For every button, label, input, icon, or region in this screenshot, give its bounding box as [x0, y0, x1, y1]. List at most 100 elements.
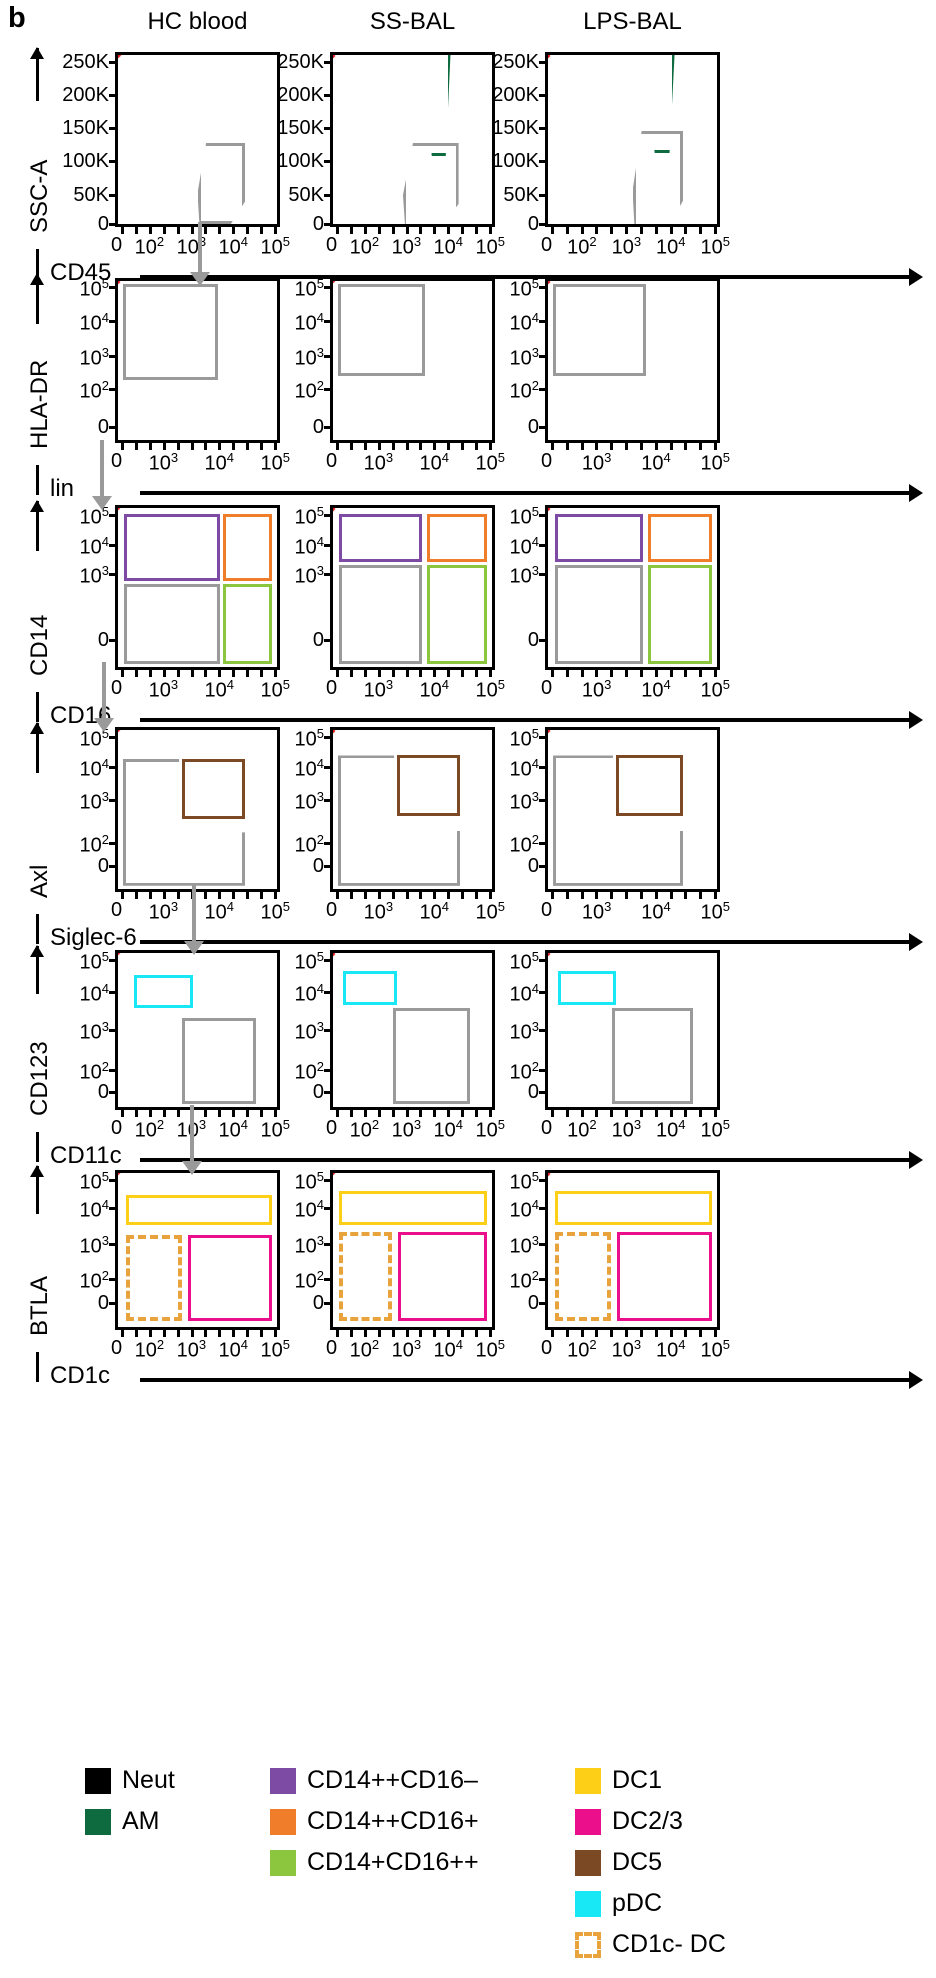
ytick-mark	[109, 991, 116, 994]
xtick-row3-ss-2: 104	[420, 678, 449, 701]
xtick-mark	[260, 1330, 263, 1337]
gating-flow-arrow-5	[190, 1105, 194, 1163]
legend-swatch-icon	[85, 1809, 111, 1835]
ytick-row5-hc-1: 104	[37, 982, 109, 1005]
xtick-row1-lps-0: 0	[541, 235, 552, 258]
ytick-mark	[109, 1243, 116, 1246]
xticks-row6-ss: 0 102 103 104 105	[326, 1338, 505, 1361]
xtick-mark	[489, 670, 492, 677]
ytick-row5-ss-3: 102	[252, 1060, 324, 1083]
ytick-mark	[324, 959, 331, 962]
xtick-mark	[684, 892, 687, 899]
scatter-canvas-row3-lps	[548, 508, 717, 667]
ytick-row2-lps-1: 104	[467, 311, 539, 334]
xtick-row1-ss-0: 0	[326, 235, 337, 258]
xtick-mark	[246, 670, 249, 677]
ytick-row1-ss-0: 250K	[252, 52, 324, 72]
ytick-row2-lps-2: 103	[467, 346, 539, 369]
ytick-mark	[324, 573, 331, 576]
xtick-mark	[204, 443, 207, 450]
xtick-mark	[392, 1330, 395, 1337]
ytick-mark	[324, 194, 331, 197]
xtick-row3-hc-2: 104	[205, 678, 234, 701]
xtick-row6-lps-3: 104	[656, 1338, 685, 1361]
xtick-mark	[135, 1110, 138, 1117]
yaxis-arrow-row2	[36, 274, 39, 324]
xtick-row2-ss-1: 103	[364, 451, 393, 474]
xtick-mark	[260, 892, 263, 899]
legend: Neut AM CD14++CD16– CD14++CD16+ CD14+CD16++ D…	[0, 1760, 936, 1978]
ytick-mark	[324, 736, 331, 739]
ytick-row6-lps-0: 105	[467, 1170, 539, 1193]
xtick-mark	[447, 1330, 450, 1337]
xtick-mark	[625, 443, 628, 450]
xtick-mark	[461, 227, 464, 234]
ytick-row4-lps-3: 102	[467, 833, 539, 856]
legend-label: CD14++CD16–	[307, 1766, 478, 1795]
xtick-row6-hc-1: 102	[135, 1338, 164, 1361]
xtick-row2-ss-2: 104	[420, 451, 449, 474]
legend-label: DC2/3	[612, 1807, 683, 1836]
ytick-mark	[539, 1069, 546, 1072]
xtick-mark	[392, 670, 395, 677]
ytick-mark	[109, 544, 116, 547]
ytick-row6-ss-3: 102	[252, 1269, 324, 1292]
ytick-mark	[539, 1179, 546, 1182]
ytick-mark	[324, 1029, 331, 1032]
ytick-mark	[109, 1207, 116, 1210]
xtick-mark	[406, 443, 409, 450]
xtick-mark	[640, 443, 643, 450]
panel-letter: b	[8, 2, 26, 35]
xtick-row6-hc-3: 104	[219, 1338, 248, 1361]
flow-cytometry-figure: b HC blood SS-BAL LPS-BAL 250K 200K 150K 100K 50…	[0, 0, 936, 1978]
xtick-mark	[670, 1110, 673, 1117]
xticks-row2-lps: 0 103 104 105	[541, 451, 730, 474]
xticks-row3-lps: 0 103 104 105	[541, 678, 730, 701]
yaxis-stub-row4	[36, 914, 39, 944]
ytick-row5-lps-4: 0	[467, 1082, 539, 1102]
xtick-mark	[714, 443, 717, 450]
legend-column-3: DC1 DC2/3 DC5 pDC CD1c- DC	[575, 1760, 726, 1965]
yaxis-stub-row3	[36, 692, 39, 722]
ytick-mark	[324, 842, 331, 845]
xtick-mark	[461, 1110, 464, 1117]
ytick-row1-hc-1: 200K	[37, 85, 109, 105]
xtick-mark	[232, 227, 235, 234]
xtick-mark	[204, 670, 207, 677]
ytick-mark	[539, 991, 546, 994]
legend-label: DC5	[612, 1848, 662, 1877]
xtick-row3-hc-0: 0	[111, 678, 122, 701]
xtick-row5-lps-0: 0	[541, 1118, 552, 1141]
ytick-row5-lps-1: 104	[467, 982, 539, 1005]
ytick-row6-ss-1: 104	[252, 1198, 324, 1221]
xtick-mark	[433, 1330, 436, 1337]
ytick-mark	[324, 1091, 331, 1094]
xtick-mark	[595, 227, 598, 234]
xtick-row3-lps-3: 105	[700, 678, 729, 701]
ytick-row2-ss-1: 104	[252, 311, 324, 334]
yaxis-arrow-row1	[36, 48, 39, 101]
legend-swatch-icon	[270, 1850, 296, 1876]
legend-item-neut: Neut	[85, 1760, 175, 1801]
ytick-mark	[109, 1278, 116, 1281]
xtick-mark	[406, 227, 409, 234]
xtick-mark	[684, 1110, 687, 1117]
ytick-row6-ss-4: 0	[252, 1293, 324, 1313]
yaxis-label-row1: SSC-A	[26, 160, 54, 233]
xtick-mark	[232, 892, 235, 899]
legend-column-2: CD14++CD16– CD14++CD16+ CD14+CD16++	[270, 1760, 479, 1883]
xtick-mark	[699, 1330, 702, 1337]
ytick-mark	[539, 1091, 546, 1094]
xtick-mark	[336, 670, 339, 677]
plot-row6-lps	[545, 1170, 720, 1330]
xtick-mark	[364, 227, 367, 234]
xtick-row4-ss-3: 105	[476, 900, 505, 923]
xtick-mark	[655, 670, 658, 677]
ytick-row1-lps-0: 250K	[467, 52, 539, 72]
xtick-row1-hc-1: 102	[135, 235, 164, 258]
xtick-row2-hc-2: 104	[205, 451, 234, 474]
ytick-row4-ss-2: 103	[252, 790, 324, 813]
xtick-row1-hc-0: 0	[111, 235, 122, 258]
xtick-mark	[433, 227, 436, 234]
xtick-mark	[419, 670, 422, 677]
